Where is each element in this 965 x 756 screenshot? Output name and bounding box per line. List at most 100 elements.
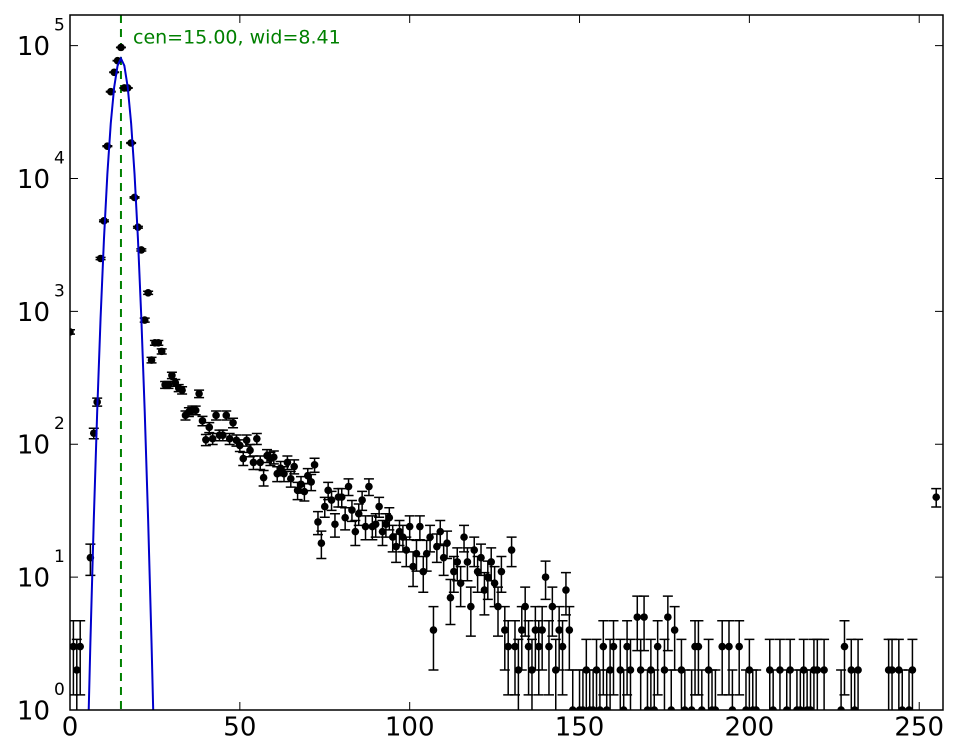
error-bar	[547, 586, 558, 637]
data-point	[239, 454, 248, 463]
data-point	[290, 462, 298, 471]
error-bar	[652, 619, 663, 696]
data-point	[599, 642, 608, 651]
axes: 0 50 100 150 200 250100101102103104105cen=15.…	[17, 14, 944, 743]
data-point	[378, 527, 387, 536]
data-point	[117, 43, 125, 52]
data-point	[341, 513, 349, 522]
error-bar	[465, 586, 476, 637]
data-point	[596, 706, 604, 710]
data-point	[399, 533, 407, 541]
data-point	[388, 533, 397, 541]
error-bar	[615, 638, 626, 710]
data-point	[385, 513, 394, 522]
data-point	[728, 706, 737, 710]
data-point	[504, 642, 512, 651]
data-point	[443, 539, 451, 548]
data-point	[555, 626, 563, 634]
data-point	[147, 356, 156, 364]
data-point	[157, 347, 166, 356]
data-point	[195, 389, 203, 398]
data-point	[494, 602, 502, 611]
data-point	[718, 642, 727, 651]
data-point	[647, 666, 655, 674]
data-point	[538, 626, 546, 634]
data-point	[606, 666, 614, 674]
data-point	[439, 553, 448, 562]
data-point	[412, 549, 421, 558]
data-point	[667, 706, 676, 710]
data-point	[725, 642, 733, 651]
error-bar	[798, 638, 809, 710]
data-point	[895, 666, 903, 674]
error-bar	[537, 605, 548, 671]
data-point	[253, 434, 261, 443]
error-bar	[608, 619, 619, 696]
x-tick-label: 250	[894, 713, 944, 743]
data-point	[854, 666, 862, 674]
error-bar	[639, 595, 650, 652]
x-tick-label: 200	[725, 713, 775, 743]
data-point	[806, 706, 815, 710]
data-point	[246, 446, 254, 455]
data-point	[545, 642, 553, 651]
data-point	[205, 423, 214, 432]
data-point	[202, 436, 210, 444]
data-point	[562, 586, 570, 594]
data-point	[283, 458, 292, 467]
data-point	[324, 486, 332, 495]
data-point	[704, 666, 713, 674]
data-point	[796, 706, 805, 710]
error-bar	[676, 638, 687, 710]
data-point	[419, 567, 428, 576]
plot-area	[70, 15, 942, 710]
data-point	[212, 411, 220, 420]
data-point	[565, 626, 574, 634]
y-tick-label: 10	[17, 564, 50, 594]
data-point	[636, 666, 645, 674]
data-point	[626, 666, 635, 674]
data-point	[769, 706, 777, 710]
data-point	[297, 480, 305, 489]
data-point	[361, 522, 370, 531]
data-point	[528, 666, 536, 674]
data-point	[168, 371, 176, 380]
error-bar	[428, 605, 439, 671]
data-point	[450, 567, 458, 576]
data-point	[395, 527, 404, 536]
data-point	[477, 553, 485, 562]
data-point	[344, 482, 353, 491]
data-point	[609, 642, 618, 651]
error-bar	[645, 638, 656, 710]
data-point	[463, 558, 472, 566]
y-tick-label: 10	[17, 32, 50, 62]
error-bar	[75, 619, 86, 696]
data-point	[677, 666, 686, 674]
data-point	[327, 496, 336, 504]
data-point	[348, 506, 356, 514]
data-point	[765, 666, 774, 674]
data-point	[908, 666, 917, 674]
data-point	[687, 706, 696, 710]
data-point	[490, 579, 499, 588]
data-point	[402, 546, 411, 554]
data-point	[320, 502, 329, 511]
data-point	[76, 642, 84, 651]
data-point	[365, 482, 373, 491]
data-point	[453, 558, 462, 566]
y-tick-exponent: 0	[54, 680, 65, 700]
y-tick-exponent: 4	[54, 148, 65, 168]
data-point	[541, 573, 550, 581]
data-point	[698, 706, 706, 710]
plot-frame	[69, 14, 944, 711]
data-point	[664, 613, 672, 621]
y-tick-label: 10	[17, 165, 50, 195]
data-point	[511, 642, 519, 651]
data-point	[144, 288, 152, 297]
data-point	[905, 706, 913, 710]
data-point	[351, 527, 360, 536]
data-point	[534, 642, 543, 651]
data-point	[276, 464, 285, 473]
data-point	[681, 706, 689, 710]
